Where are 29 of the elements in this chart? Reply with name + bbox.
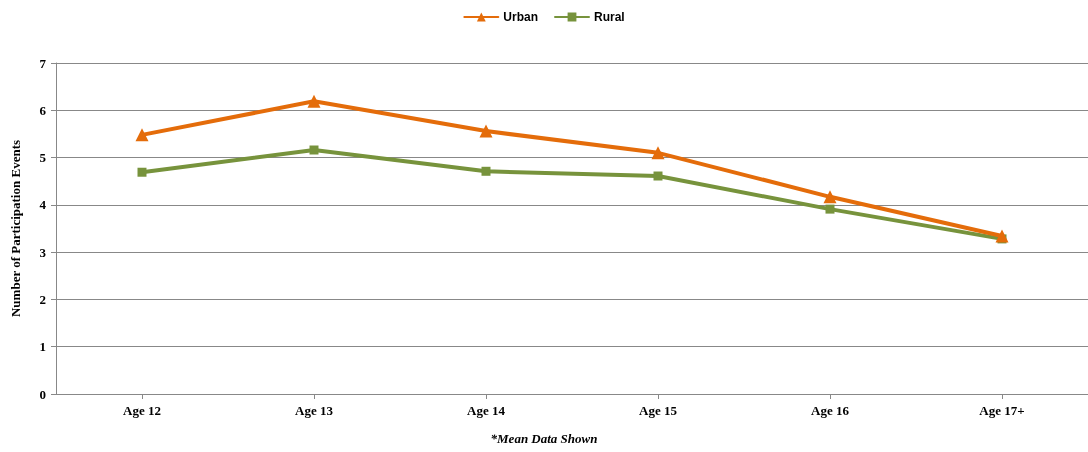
y-tick-label: 1 bbox=[39, 339, 46, 355]
point bbox=[995, 229, 1009, 243]
y-tick-label: 6 bbox=[39, 102, 47, 118]
point bbox=[481, 166, 491, 176]
legend-label: Urban bbox=[503, 10, 538, 24]
point bbox=[653, 171, 663, 181]
point bbox=[651, 146, 665, 160]
x-tick-label: Age 12 bbox=[123, 403, 161, 418]
text: *Mean Data Shown bbox=[490, 431, 598, 446]
y-tick-label: 2 bbox=[39, 291, 46, 307]
x-tick-label: Age 14 bbox=[467, 403, 506, 418]
legend-label: Rural bbox=[594, 10, 625, 24]
y-tick-label: 4 bbox=[39, 197, 47, 213]
x-tick-label: Age 16 bbox=[811, 403, 850, 418]
point bbox=[823, 190, 837, 204]
y-tick-label: 5 bbox=[39, 150, 47, 166]
point bbox=[307, 94, 321, 108]
x-tick-label: Age 17+ bbox=[979, 403, 1025, 418]
point bbox=[135, 128, 149, 142]
x-tick-label: Age 15 bbox=[639, 403, 678, 418]
y-tick-label: 7 bbox=[39, 55, 47, 71]
point bbox=[137, 167, 147, 177]
y-axis-title: Number of Participation Events bbox=[8, 139, 23, 318]
point bbox=[479, 124, 493, 138]
point bbox=[825, 204, 835, 214]
point bbox=[309, 145, 319, 155]
y-tick-label: 3 bbox=[39, 244, 47, 260]
y-tick-label: 0 bbox=[39, 386, 46, 402]
x-tick-label: Age 13 bbox=[295, 403, 334, 418]
